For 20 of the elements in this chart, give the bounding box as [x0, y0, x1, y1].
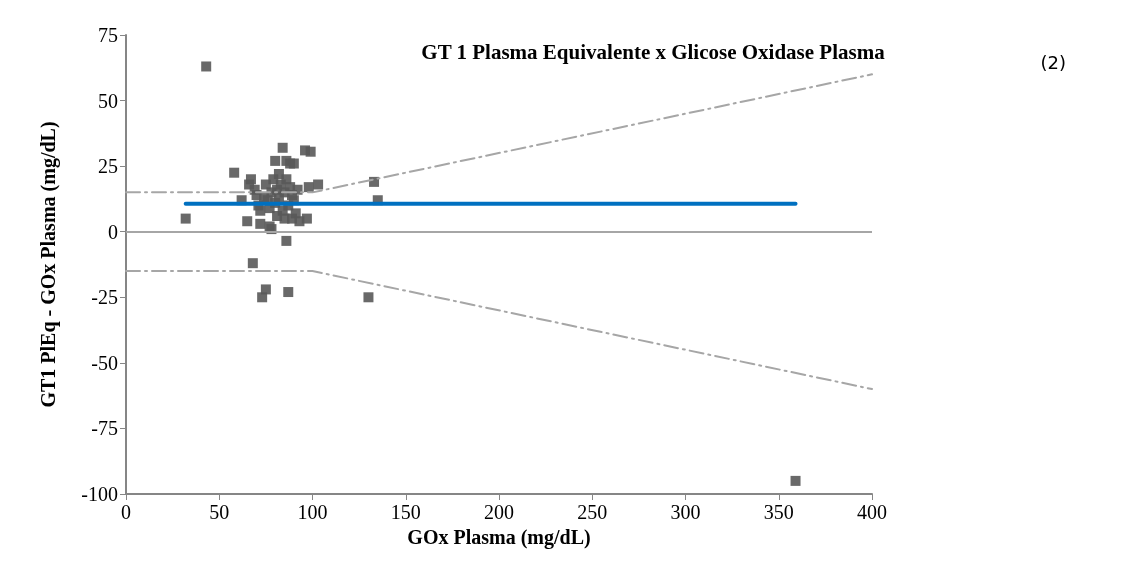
x-tick-label: 350	[763, 501, 794, 523]
y-tick-label: -50	[91, 351, 118, 374]
x-tick-label: 200	[484, 501, 514, 523]
x-tick-label: 300	[670, 501, 701, 523]
x-tick-label: 150	[390, 501, 421, 523]
x-axis-title: GOx Plasma (mg/dL)	[407, 525, 591, 549]
y-tick-label: 0	[108, 220, 118, 243]
text: (2)	[1040, 51, 1066, 73]
x-tick-label: 250	[577, 501, 608, 523]
y-tick-label: 75	[98, 24, 118, 46]
x-tick-label: 50	[209, 501, 230, 523]
x-tick-label: 100	[297, 501, 328, 523]
y-tick-label: 50	[98, 89, 118, 112]
chart-title: GT 1 Plasma Equivalente x Glicose Oxidase Plasma	[421, 39, 886, 64]
x-tick-label: 400	[857, 501, 887, 523]
y-tick-label: -75	[91, 417, 118, 440]
y-axis-title: GT1 PlEq - GOx Plasma (mg/dL)	[37, 121, 60, 408]
y-tick-label: -25	[91, 286, 118, 309]
y-tick-label: -100	[81, 483, 118, 505]
y-tick-label: 25	[98, 155, 118, 178]
